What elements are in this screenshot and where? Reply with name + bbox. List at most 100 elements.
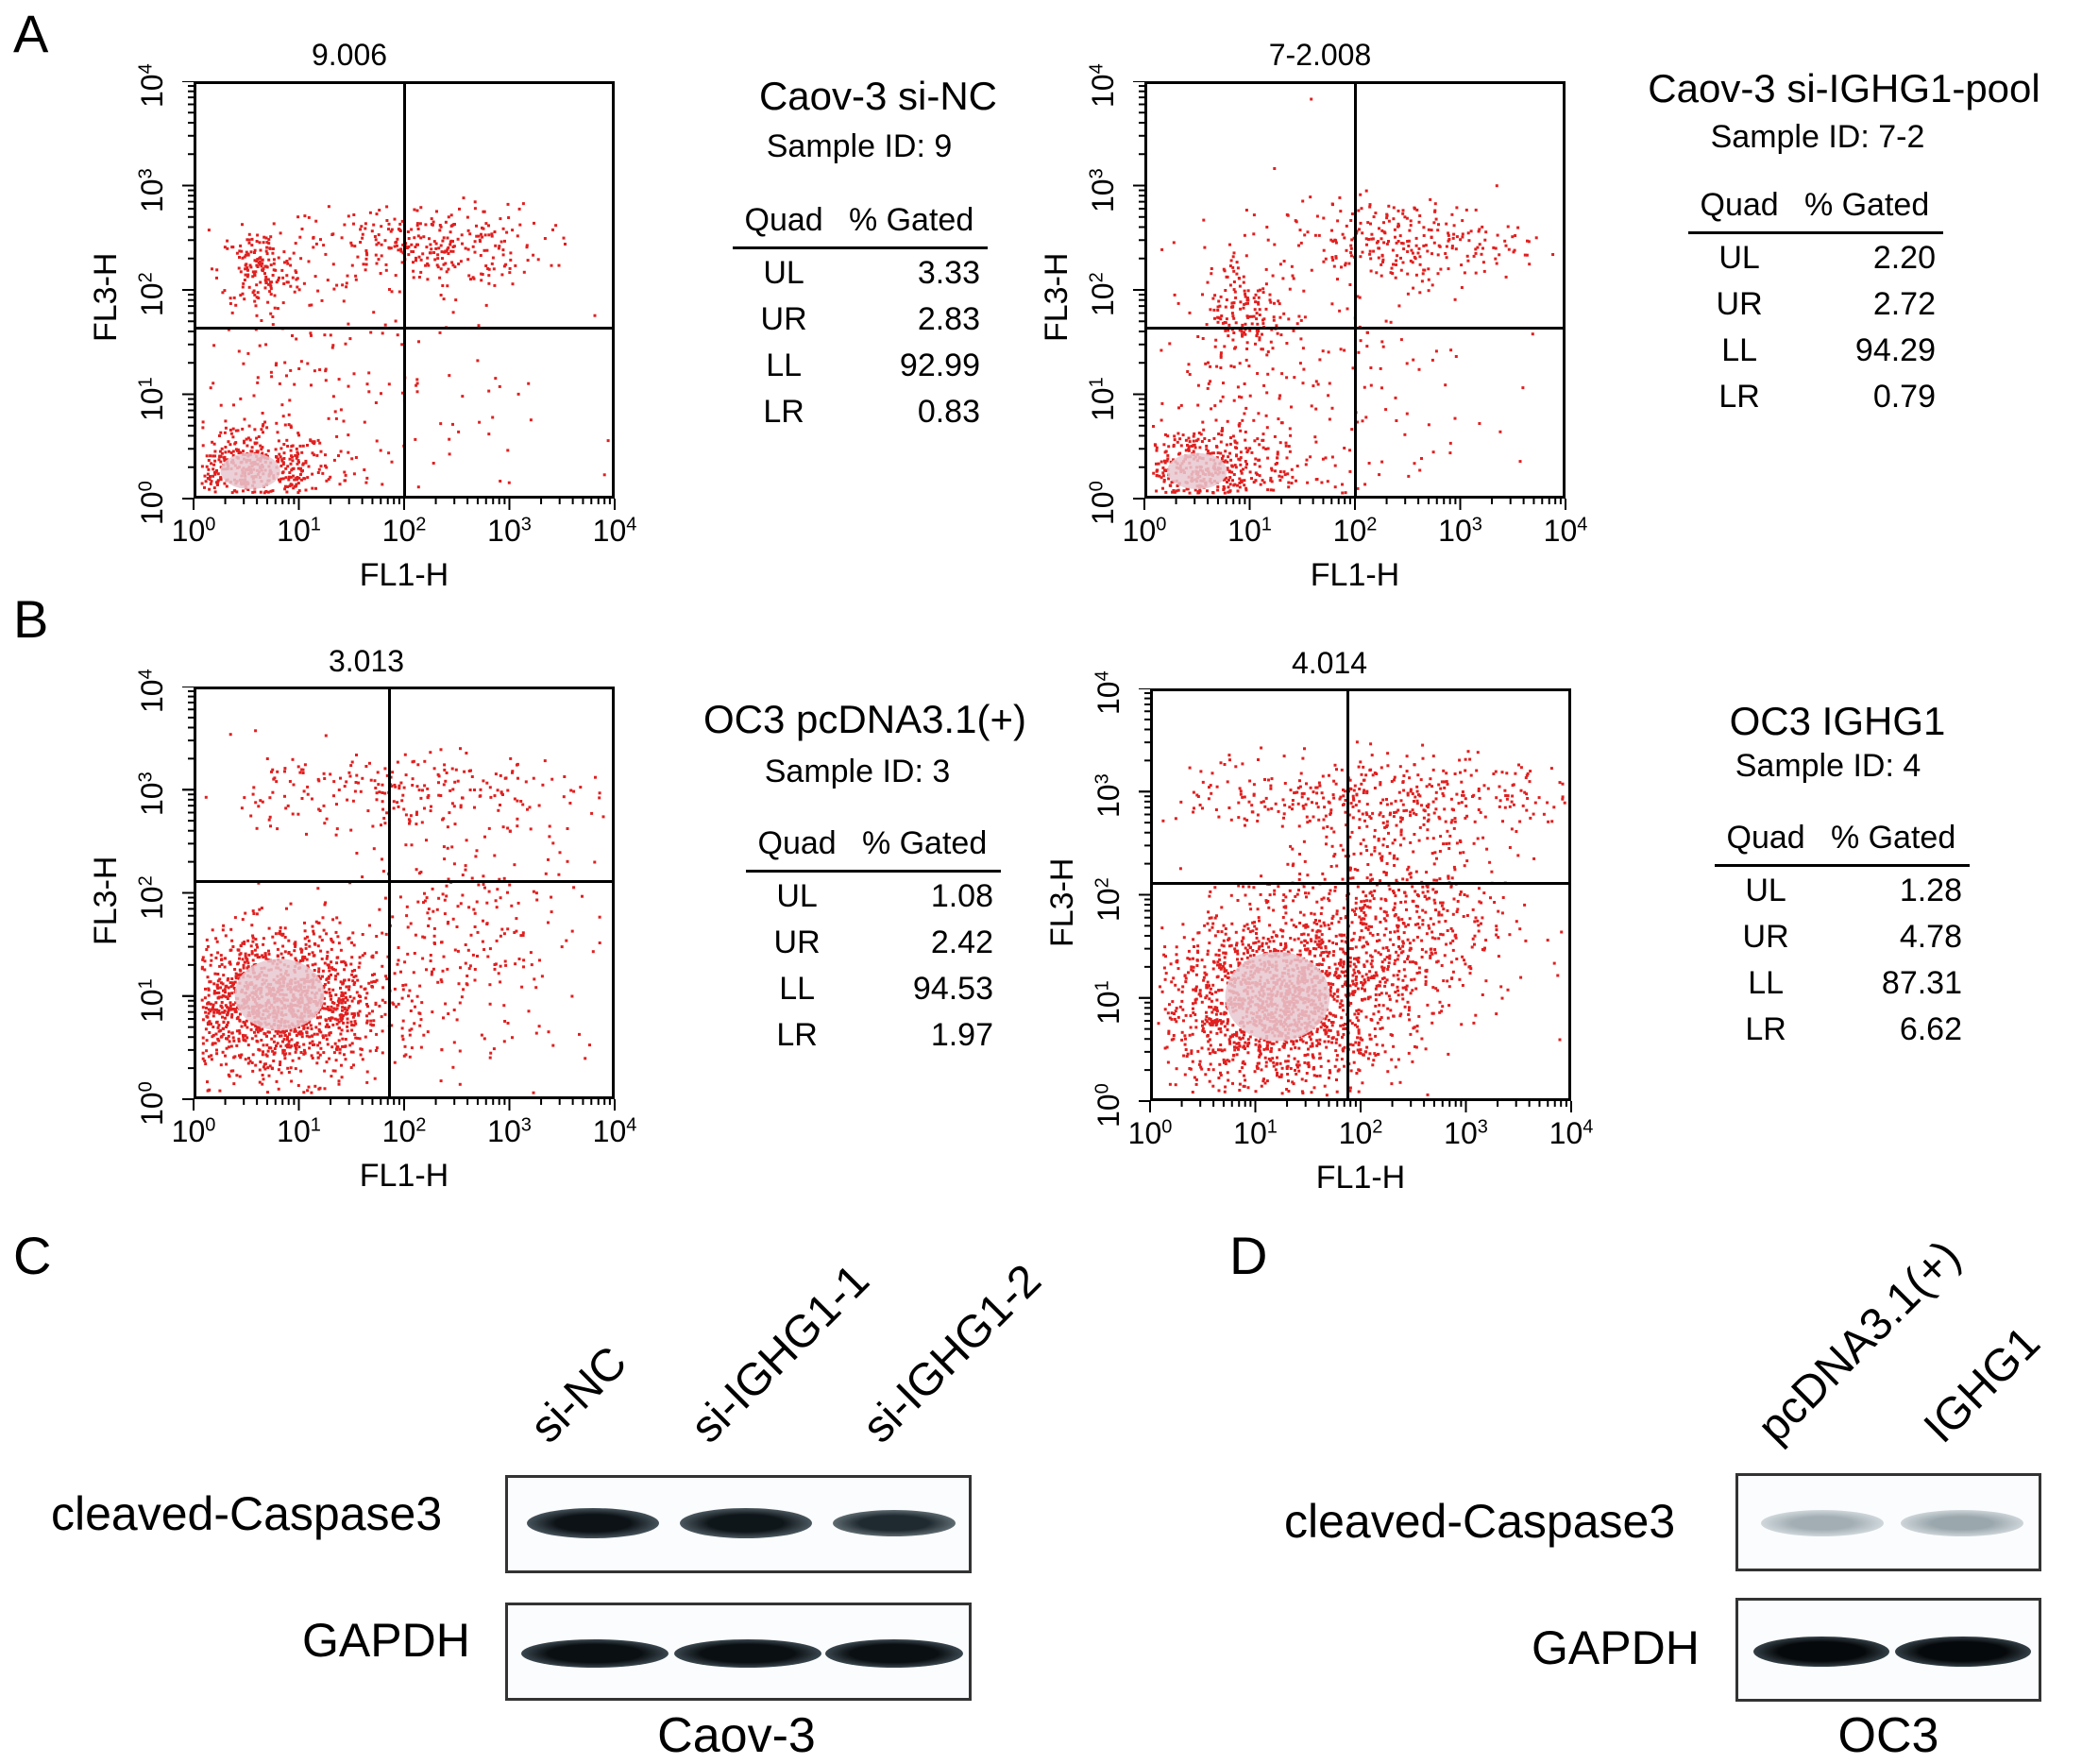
x-tick-label: 103 [1418, 514, 1503, 549]
cell-line-label: OC3 [1747, 1707, 2030, 1764]
lane-label: si-IGHG1-1 [681, 1254, 880, 1453]
blot-cleaved-caspase3-c [505, 1475, 972, 1573]
band [674, 1639, 821, 1668]
sample-name: OC3 IGHG1 [1696, 699, 1979, 744]
blot-cleaved-caspase3-d [1735, 1473, 2041, 1571]
x-tick-label: 102 [1312, 514, 1397, 549]
x-axis-label: FL1-H [1266, 1160, 1455, 1196]
tick-marks [175, 687, 634, 1137]
x-tick-label: 104 [1529, 1116, 1614, 1151]
y-tick-label: 100 [135, 481, 170, 525]
y-tick-label: 103 [135, 772, 170, 817]
x-tick-label: 101 [1208, 514, 1293, 549]
band [527, 1508, 659, 1538]
x-tick-label: 104 [572, 1114, 657, 1149]
y-axis-label: FL3-H [1039, 253, 1075, 342]
y-tick-label: 101 [135, 978, 170, 1023]
y-tick-label: 101 [135, 377, 170, 421]
x-tick-label: 101 [257, 1114, 342, 1149]
sample-name: Caov-3 si-IGHG1-pool [1622, 66, 2066, 111]
y-tick-label: 104 [1086, 63, 1121, 108]
tick-marks [1131, 688, 1590, 1139]
table-header-gated: % Gated [1817, 820, 1970, 866]
x-tick-label: 102 [1318, 1116, 1403, 1151]
y-tick-label: 101 [1086, 377, 1121, 421]
lane-label: IGHG1 [1914, 1316, 2051, 1453]
y-tick-label: 104 [1092, 670, 1126, 715]
table-header-quad: Quad [746, 825, 848, 872]
y-tick-label: 100 [135, 1081, 170, 1126]
panel-letter-d: D [1229, 1230, 1267, 1282]
x-tick-label: 102 [362, 514, 447, 549]
wb-row-label: GAPDH [302, 1613, 470, 1668]
table-header-gated: % Gated [1790, 187, 1943, 233]
blot-gapdh-c [505, 1603, 972, 1701]
panel-letter-b: B [13, 593, 48, 646]
table-header-quad: Quad [733, 202, 835, 248]
plot-title: 4.014 [1188, 646, 1471, 681]
blot-gapdh-d [1735, 1598, 2041, 1702]
tick-marks [175, 81, 634, 536]
y-tick-label: 102 [135, 875, 170, 920]
y-tick-label: 102 [1092, 877, 1126, 922]
x-tick-label: 104 [572, 514, 657, 549]
band [1895, 1637, 2031, 1667]
y-tick-label: 100 [1092, 1083, 1126, 1128]
plot-title: 9.006 [208, 38, 491, 73]
x-tick-label: 101 [1213, 1116, 1298, 1151]
table-header-gated: % Gated [848, 825, 1001, 872]
x-axis-label: FL1-H [310, 557, 499, 594]
y-tick-label: 104 [135, 669, 170, 713]
y-axis-label: FL3-H [1044, 857, 1081, 946]
tick-marks [1126, 81, 1584, 536]
sample-id: Sample ID: 9 [718, 128, 1001, 165]
plot-title: 7-2.008 [1178, 38, 1462, 73]
band [521, 1639, 669, 1668]
plot-title: 3.013 [225, 644, 508, 679]
x-tick-label: 104 [1523, 514, 1608, 549]
sample-id: Sample ID: 3 [716, 754, 999, 790]
y-tick-label: 103 [1092, 774, 1126, 819]
sample-id: Sample ID: 7-2 [1671, 119, 1964, 156]
lane-label: si-NC [520, 1336, 637, 1453]
y-tick-label: 103 [1086, 168, 1121, 212]
band [825, 1639, 963, 1668]
x-tick-label: 103 [467, 1114, 552, 1149]
band [833, 1510, 956, 1536]
lane-label: si-IGHG1-2 [853, 1254, 1052, 1453]
x-tick-label: 101 [257, 514, 342, 549]
y-tick-label: 103 [135, 168, 170, 212]
y-tick-label: 100 [1086, 481, 1121, 525]
x-tick-label: 102 [362, 1114, 447, 1149]
x-axis-label: FL1-H [310, 1158, 499, 1195]
sample-id: Sample ID: 4 [1686, 748, 1970, 785]
wb-row-label: cleaved-Caspase3 [1284, 1494, 1675, 1549]
x-axis-label: FL1-H [1261, 557, 1449, 594]
panel-letter-c: C [13, 1230, 51, 1282]
cell-line-label: Caov-3 [595, 1707, 878, 1764]
y-tick-label: 104 [135, 63, 170, 108]
y-axis-label: FL3-H [88, 856, 125, 944]
table-header-quad: Quad [1688, 187, 1790, 233]
y-tick-label: 101 [1092, 980, 1126, 1025]
table-header-gated: % Gated [835, 202, 988, 248]
x-tick-label: 103 [1424, 1116, 1509, 1151]
